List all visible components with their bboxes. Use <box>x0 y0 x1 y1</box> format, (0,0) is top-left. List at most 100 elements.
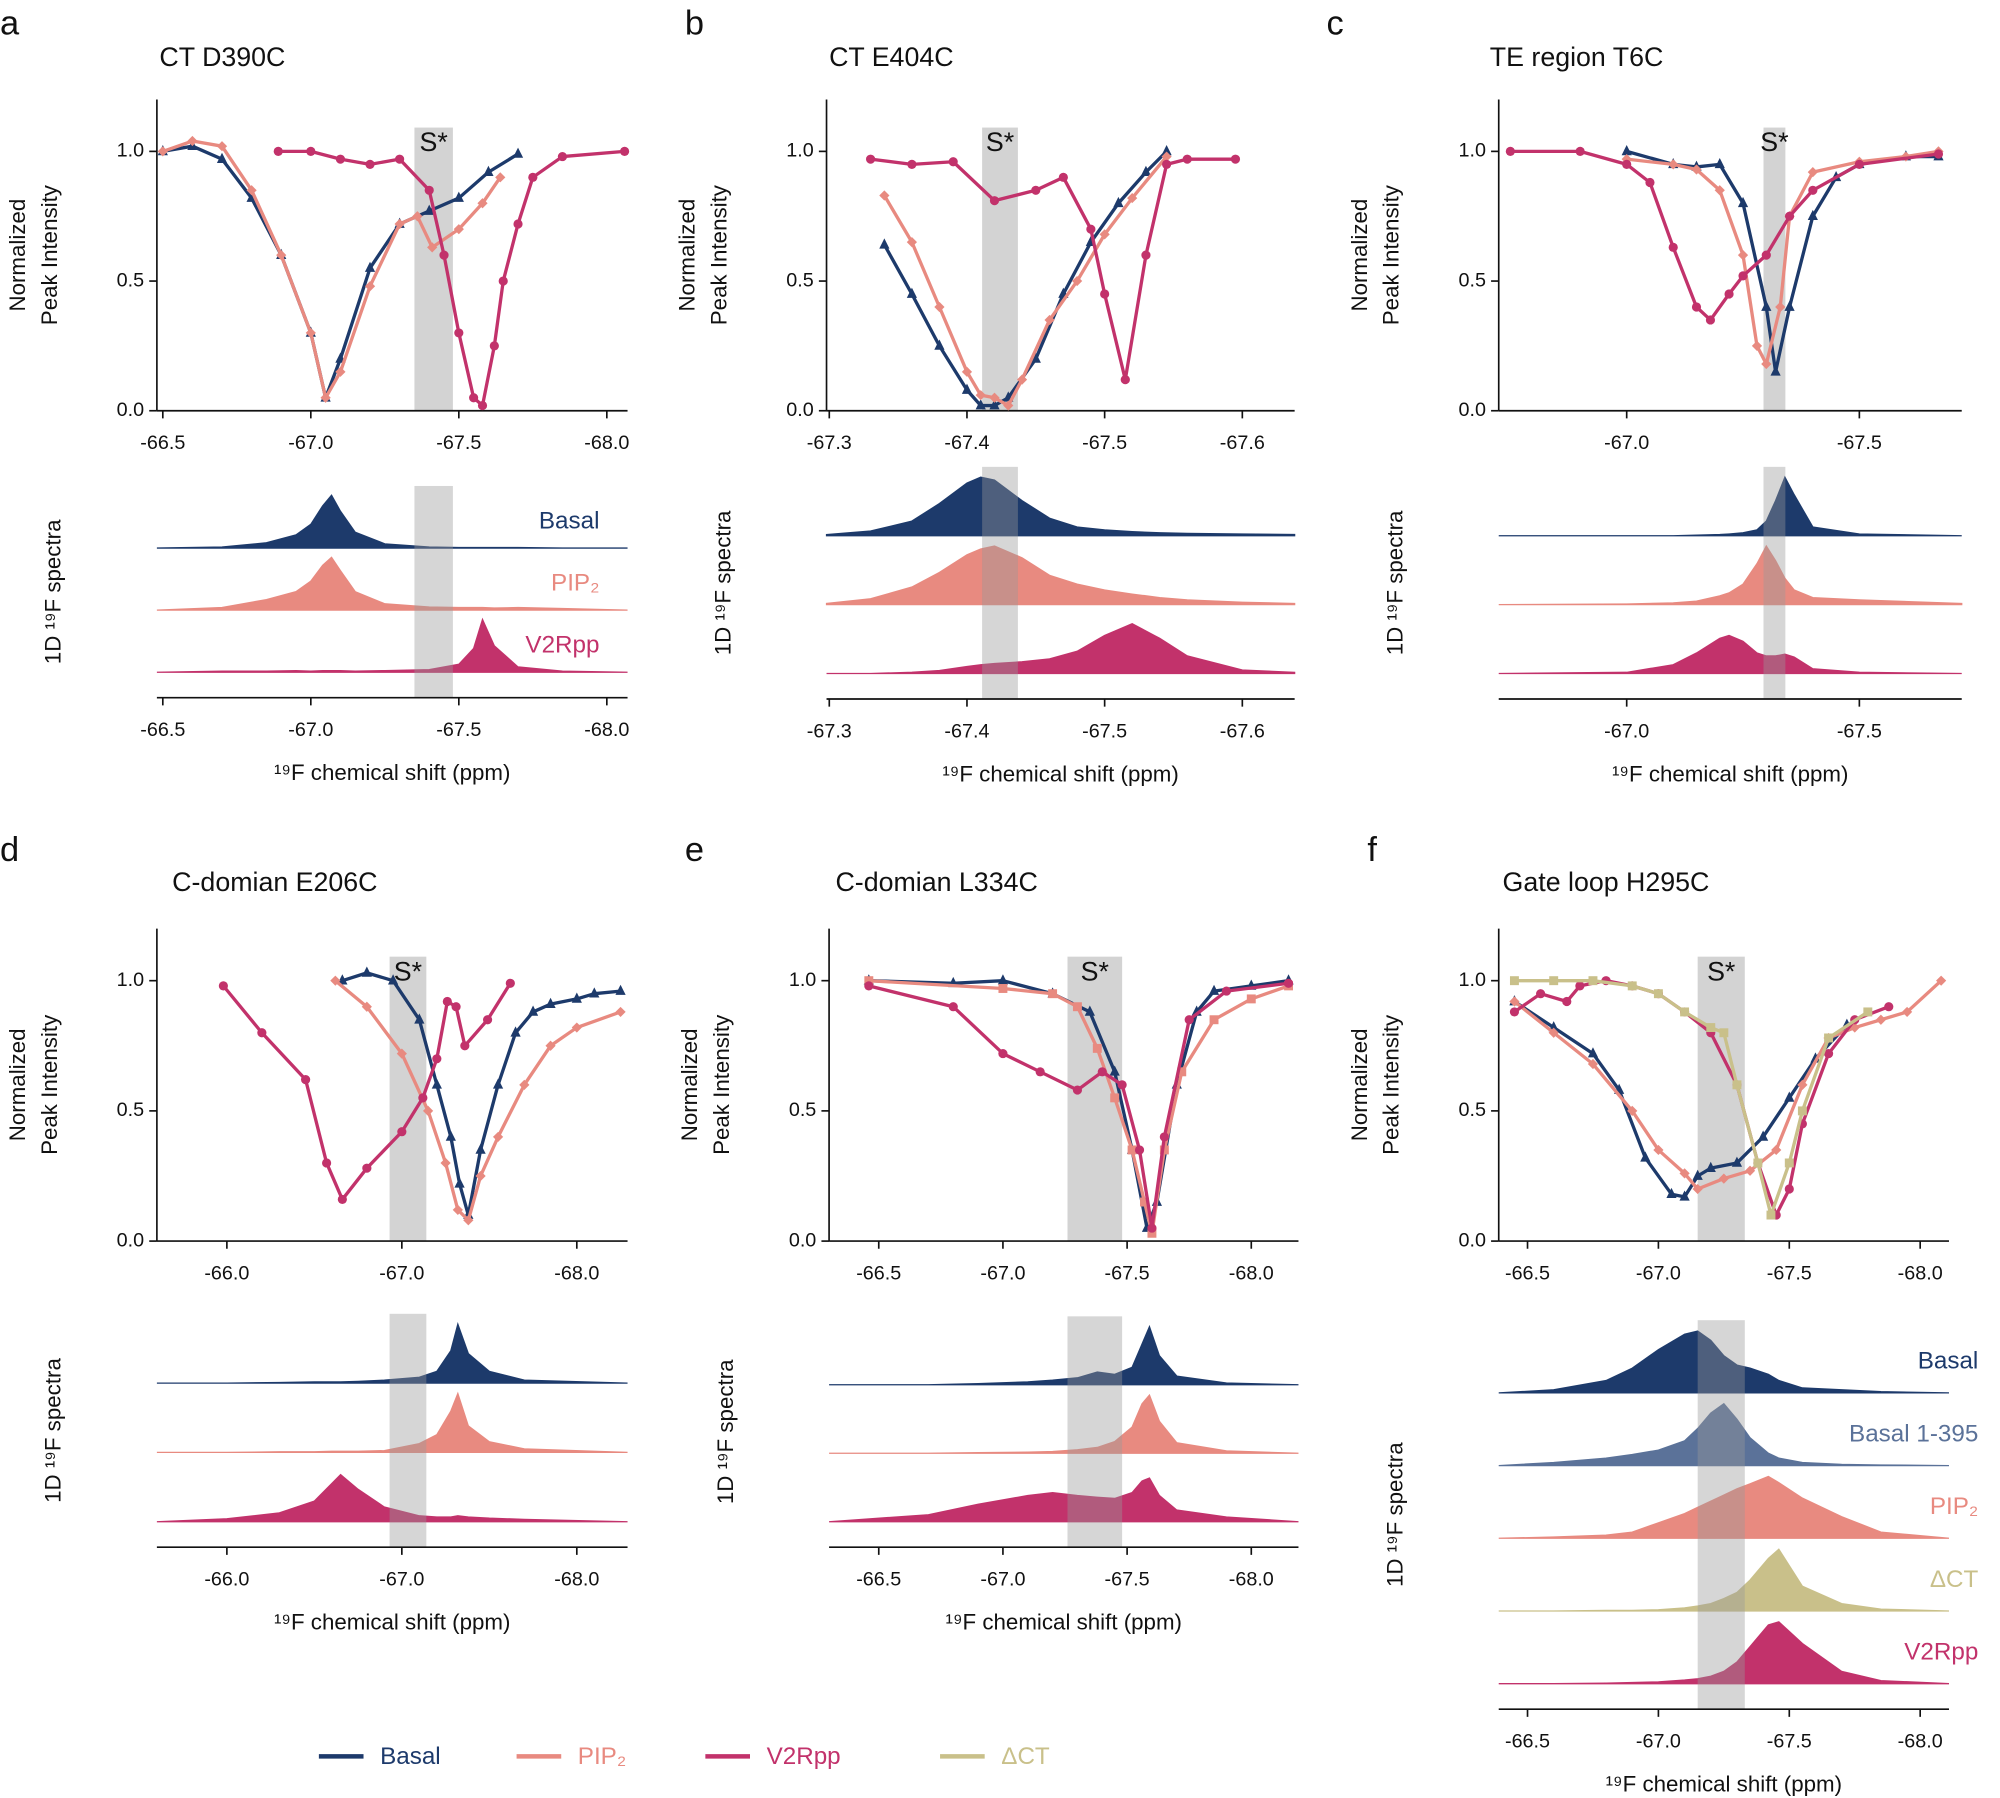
data-point <box>1184 1015 1194 1025</box>
spectrum <box>156 617 628 673</box>
data-point <box>879 190 890 201</box>
panel-title: CT E404C <box>829 42 953 72</box>
data-point <box>934 339 945 350</box>
data-point <box>1691 302 1702 312</box>
data-point <box>305 327 316 339</box>
x-tick-label: -67.0 <box>1604 720 1649 742</box>
series-line <box>222 982 512 1202</box>
data-point <box>469 393 479 403</box>
spectrum <box>1498 1475 1950 1539</box>
data-point <box>1884 1002 1894 1012</box>
spectrum <box>825 476 1296 537</box>
spectrum-label: V2Rpp <box>1904 1639 1978 1666</box>
spectrum-label: Basal 1-395 <box>1849 1420 1978 1447</box>
y-tick-label: 0.5 <box>1458 1099 1485 1121</box>
x-axis-label: ¹⁹F chemical shift (ppm) <box>274 1610 510 1635</box>
data-point <box>1588 976 1598 986</box>
data-point <box>337 1194 347 1205</box>
spectrum <box>156 1322 628 1384</box>
data-point <box>1784 1158 1794 1168</box>
s-star-band <box>1763 127 1786 411</box>
data-point <box>1621 145 1632 156</box>
data-point <box>335 154 346 164</box>
data-point <box>364 261 376 272</box>
panel-title: TE region T6C <box>1490 42 1664 72</box>
data-point <box>1140 1197 1149 1207</box>
data-point <box>439 250 449 260</box>
data-point <box>1758 1130 1769 1141</box>
data-point <box>615 984 626 995</box>
x-tick-label: -68.0 <box>554 1262 599 1284</box>
data-point <box>1575 146 1585 156</box>
y-tick-label: 1.0 <box>117 969 144 991</box>
data-point <box>1127 192 1138 204</box>
data-point <box>1177 1067 1187 1077</box>
x-tick-label: -68.0 <box>1898 1731 1943 1753</box>
y-axis-label: Normalized <box>1347 199 1372 312</box>
data-point <box>454 1177 465 1188</box>
data-point <box>519 1079 530 1090</box>
x-tick-label: -67.5 <box>436 719 481 741</box>
x-tick-label: -67.5 <box>1082 432 1127 454</box>
x-tick-label: -68.0 <box>584 719 629 741</box>
x-tick-label: -67.0 <box>1604 432 1649 454</box>
data-point <box>395 154 405 164</box>
y-axis-label: 1D ¹⁹F spectra <box>710 510 735 655</box>
data-point <box>273 146 283 156</box>
data-point <box>865 154 876 164</box>
data-point <box>454 328 464 338</box>
data-point <box>1718 1173 1729 1184</box>
data-point <box>1208 984 1220 995</box>
data-point <box>1784 1184 1794 1194</box>
y-axis-label: Normalized <box>5 1028 30 1141</box>
y-tick-label: 1.0 <box>117 140 144 162</box>
data-point <box>1072 1002 1082 1012</box>
data-point <box>492 1078 504 1089</box>
spectrum <box>829 1324 1299 1386</box>
data-point <box>1751 340 1763 351</box>
data-point <box>1731 1156 1743 1167</box>
spectrum-label: V2Rpp <box>525 632 599 659</box>
data-point <box>1933 149 1944 159</box>
data-point <box>1640 1151 1651 1162</box>
y-axis-label: 1D ¹⁹F spectra <box>41 519 66 664</box>
data-point <box>1737 250 1749 261</box>
data-point <box>301 1075 311 1085</box>
x-tick-label: -67.6 <box>1220 720 1265 742</box>
data-point <box>528 172 538 182</box>
spectrum <box>1498 634 1962 675</box>
data-point <box>512 147 524 158</box>
x-tick-label: -67.3 <box>807 720 852 742</box>
x-tick-label: -67.4 <box>944 432 989 454</box>
s-star-label: S* <box>1081 956 1109 986</box>
data-point <box>475 1170 486 1182</box>
data-point <box>1587 1047 1599 1058</box>
data-point <box>482 1015 493 1025</box>
x-tick-label: -67.0 <box>1636 1731 1681 1753</box>
data-point <box>1030 352 1041 363</box>
data-point <box>1120 375 1130 385</box>
panel-letter: b <box>685 5 704 43</box>
data-point <box>1692 1183 1703 1195</box>
y-axis-label: Peak Intensity <box>709 1014 734 1155</box>
data-point <box>418 1093 428 1103</box>
data-point <box>216 141 228 152</box>
spectrum <box>825 545 1296 606</box>
data-point <box>1797 1106 1807 1116</box>
data-point <box>1182 154 1192 164</box>
spectrum <box>1498 544 1963 606</box>
data-point <box>1147 1228 1157 1238</box>
data-point <box>1048 989 1058 999</box>
x-tick-label: -68.0 <box>554 1569 599 1591</box>
data-point <box>1691 164 1702 175</box>
series-line <box>341 971 621 1217</box>
data-point <box>975 390 986 401</box>
data-point <box>961 366 973 377</box>
panel-letter: e <box>685 831 704 869</box>
data-point <box>432 1054 442 1064</box>
data-point <box>907 159 917 169</box>
data-point <box>335 366 346 377</box>
data-point <box>1714 185 1725 196</box>
spectrum-label: PIP₂ <box>551 569 599 596</box>
data-point <box>1807 167 1818 178</box>
